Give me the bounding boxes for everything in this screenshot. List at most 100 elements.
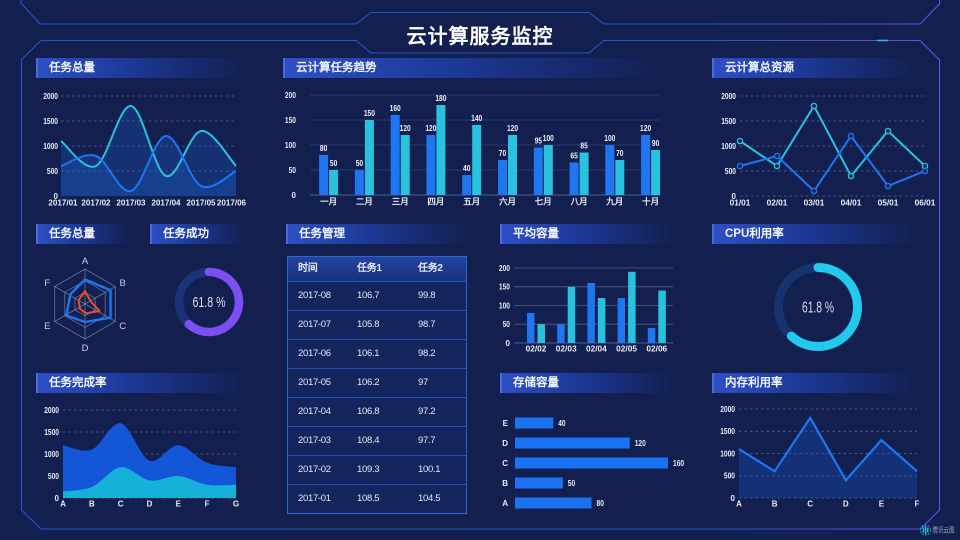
svg-text:C: C [118, 500, 124, 509]
svg-text:B: B [89, 500, 95, 509]
svg-text:D: D [843, 500, 849, 509]
svg-text:F: F [205, 500, 210, 509]
svg-text:0: 0 [732, 192, 737, 201]
svg-text:A: A [502, 499, 508, 508]
svg-text:02/06: 02/06 [646, 345, 667, 354]
svg-text:150: 150 [499, 283, 511, 292]
svg-text:十月: 十月 [642, 197, 659, 207]
svg-text:B: B [502, 479, 508, 488]
svg-text:0: 0 [55, 494, 60, 503]
svg-text:D: D [502, 439, 508, 448]
svg-text:70: 70 [499, 149, 507, 158]
svg-text:A: A [736, 500, 742, 509]
svg-text:2000: 2000 [720, 405, 735, 414]
svg-text:50: 50 [503, 320, 511, 329]
svg-text:120: 120 [640, 124, 652, 133]
svg-text:500: 500 [724, 472, 736, 481]
svg-text:1000: 1000 [721, 142, 736, 151]
svg-text:120: 120 [425, 124, 437, 133]
svg-text:40: 40 [558, 419, 566, 428]
svg-text:61.8 %: 61.8 % [802, 300, 834, 317]
svg-text:120: 120 [635, 439, 647, 448]
svg-text:腾讯云图: 腾讯云图 [933, 525, 955, 535]
svg-text:500: 500 [48, 472, 60, 481]
svg-text:2000: 2000 [721, 92, 736, 101]
svg-text:50: 50 [568, 479, 576, 488]
svg-text:65: 65 [570, 152, 578, 161]
svg-text:D: D [82, 343, 89, 354]
svg-text:0: 0 [506, 339, 511, 348]
svg-text:140: 140 [471, 114, 483, 123]
svg-text:90: 90 [652, 139, 660, 148]
svg-text:二月: 二月 [356, 197, 373, 207]
svg-text:100: 100 [543, 134, 555, 143]
svg-text:2017/06: 2017/06 [217, 199, 247, 208]
svg-text:三月: 三月 [392, 197, 409, 207]
svg-text:1000: 1000 [720, 449, 735, 458]
svg-text:70: 70 [616, 149, 624, 158]
svg-text:120: 120 [507, 124, 519, 133]
svg-text:02/03: 02/03 [556, 345, 577, 354]
svg-text:2017/03: 2017/03 [116, 199, 146, 208]
svg-text:E: E [503, 419, 509, 428]
svg-text:0: 0 [292, 191, 297, 200]
svg-text:50: 50 [289, 166, 297, 175]
svg-text:200: 200 [285, 91, 297, 100]
svg-text:95: 95 [535, 137, 543, 146]
svg-text:150: 150 [285, 116, 297, 125]
svg-text:160: 160 [390, 104, 402, 113]
svg-text:E: E [44, 321, 50, 332]
svg-text:1500: 1500 [720, 427, 735, 436]
svg-text:120: 120 [400, 124, 412, 133]
svg-text:七月: 七月 [535, 197, 552, 207]
svg-text:05/01: 05/01 [878, 199, 899, 208]
svg-text:0: 0 [54, 192, 59, 201]
svg-text:E: E [176, 500, 182, 509]
svg-text:1500: 1500 [43, 117, 58, 126]
svg-text:02/01: 02/01 [767, 199, 788, 208]
svg-text:E: E [879, 500, 885, 509]
svg-text:八月: 八月 [570, 197, 588, 207]
svg-text:100: 100 [499, 301, 511, 310]
svg-text:C: C [119, 321, 126, 332]
svg-text:180: 180 [435, 94, 447, 103]
svg-text:F: F [44, 278, 50, 289]
svg-text:九月: 九月 [605, 197, 623, 207]
svg-text:100: 100 [604, 134, 616, 143]
svg-text:一月: 一月 [320, 197, 337, 207]
svg-text:六月: 六月 [499, 197, 516, 207]
svg-text:0: 0 [731, 494, 736, 503]
svg-text:02/05: 02/05 [616, 345, 637, 354]
svg-text:500: 500 [47, 167, 59, 176]
svg-text:2017/02: 2017/02 [81, 199, 111, 208]
svg-text:50: 50 [356, 159, 364, 168]
svg-text:500: 500 [725, 167, 737, 176]
svg-text:40: 40 [463, 164, 471, 173]
svg-text:G: G [233, 500, 239, 509]
svg-text:02/02: 02/02 [526, 345, 547, 354]
svg-text:F: F [915, 500, 920, 509]
svg-text:150: 150 [364, 109, 376, 118]
svg-text:85: 85 [580, 142, 588, 151]
svg-text:A: A [60, 500, 66, 509]
svg-text:2000: 2000 [43, 92, 58, 101]
svg-text:02/04: 02/04 [586, 345, 607, 354]
svg-text:100: 100 [285, 141, 297, 150]
svg-text:200: 200 [499, 264, 511, 273]
svg-text:1500: 1500 [44, 428, 59, 437]
svg-text:B: B [772, 500, 778, 509]
svg-text:2017/05: 2017/05 [186, 199, 216, 208]
svg-text:2017/04: 2017/04 [151, 199, 181, 208]
svg-text:1000: 1000 [43, 142, 58, 151]
svg-text:80: 80 [320, 144, 328, 153]
svg-text:01/01: 01/01 [730, 199, 751, 208]
svg-text:1000: 1000 [44, 450, 59, 459]
svg-text:C: C [807, 500, 813, 509]
svg-text:C: C [502, 459, 508, 468]
svg-text:80: 80 [597, 499, 605, 508]
svg-text:04/01: 04/01 [841, 199, 862, 208]
svg-text:五月: 五月 [463, 197, 480, 207]
svg-text:D: D [147, 500, 153, 509]
svg-text:160: 160 [673, 459, 685, 468]
svg-text:06/01: 06/01 [915, 199, 936, 208]
